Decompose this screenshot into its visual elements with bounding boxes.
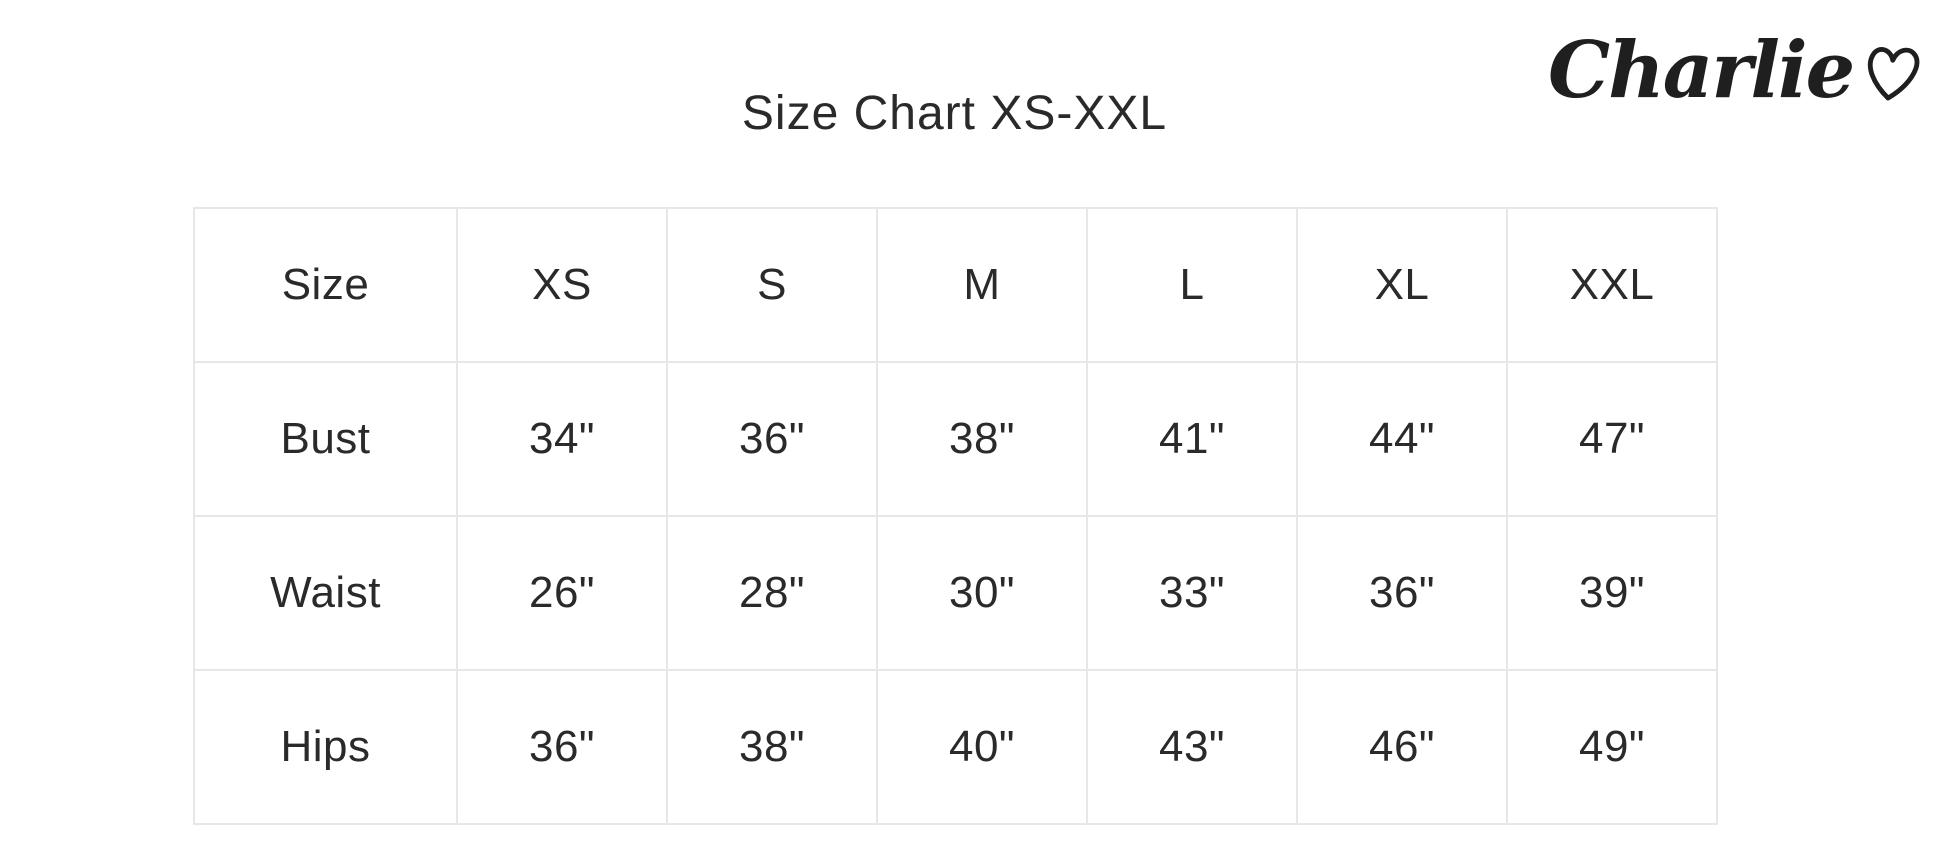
table-row-bust: Bust 34" 36" 38" 41" 44" 47" (193, 361, 1718, 517)
table-cell: 28" (666, 515, 878, 671)
table-cell: 39" (1506, 515, 1718, 671)
size-chart-table: Size XS S M L XL XXL Bust 34" 36" 38" 41… (193, 207, 1718, 825)
table-row-hips: Hips 36" 38" 40" 43" 46" 49" (193, 669, 1718, 825)
row-label-waist: Waist (193, 515, 458, 671)
column-header-size: Size (193, 207, 458, 363)
table-cell: 33" (1086, 515, 1298, 671)
column-header-xxl: XXL (1506, 207, 1718, 363)
table-cell: 49" (1506, 669, 1718, 825)
table-cell: 40" (876, 669, 1088, 825)
table-cell: 36" (666, 361, 878, 517)
column-header-s: S (666, 207, 878, 363)
column-header-xs: XS (456, 207, 668, 363)
table-cell: 47" (1506, 361, 1718, 517)
brand-logo: Charlie (1548, 32, 1921, 110)
table-cell: 38" (876, 361, 1088, 517)
row-label-bust: Bust (193, 361, 458, 517)
table-cell: 26" (456, 515, 668, 671)
table-cell: 46" (1296, 669, 1508, 825)
table-cell: 34" (456, 361, 668, 517)
table-cell: 36" (1296, 515, 1508, 671)
table-cell: 30" (876, 515, 1088, 671)
column-header-m: M (876, 207, 1088, 363)
column-header-l: L (1086, 207, 1298, 363)
table-cell: 43" (1086, 669, 1298, 825)
brand-name: Charlie (1548, 25, 1855, 116)
table-cell: 44" (1296, 361, 1508, 517)
table-cell: 36" (456, 669, 668, 825)
row-label-hips: Hips (193, 669, 458, 825)
heart-icon (1868, 47, 1920, 101)
table-row-waist: Waist 26" 28" 30" 33" 36" 39" (193, 515, 1718, 671)
header-row: Size XS S M L XL XXL (193, 207, 1718, 363)
column-header-xl: XL (1296, 207, 1508, 363)
page-title: Size Chart XS-XXL (741, 87, 1168, 140)
table-cell: 38" (666, 669, 878, 825)
table-cell: 41" (1086, 361, 1298, 517)
